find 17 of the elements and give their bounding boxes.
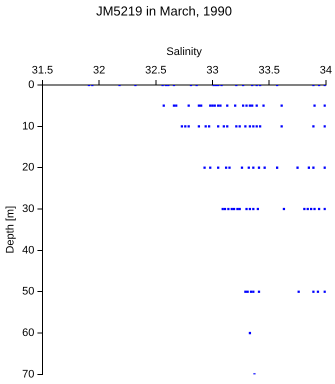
- y-tick-label: 0: [28, 79, 34, 92]
- y-axis-title: Depth [m]: [4, 206, 17, 254]
- y-tick-label: 20: [22, 162, 34, 174]
- y-tick-label: 30: [22, 203, 34, 216]
- y-tick-label: 10: [22, 120, 34, 132]
- x-tick-label: 32.5: [145, 64, 167, 76]
- chart-title: JM5219 in March, 1990: [96, 3, 232, 18]
- x-tick-label: 33: [206, 64, 219, 76]
- x-tick-label: 34: [320, 64, 332, 76]
- y-tick-label: 40: [22, 244, 34, 256]
- x-tick-label: 31.5: [32, 64, 54, 76]
- x-tick-label: 32: [93, 64, 106, 76]
- x-axis-title: Salinity: [166, 46, 202, 58]
- y-tick-label: 70: [22, 368, 34, 380]
- x-tick-label: 33.5: [258, 64, 280, 76]
- y-tick-label: 50: [22, 286, 34, 298]
- y-tick-label: 60: [22, 327, 34, 340]
